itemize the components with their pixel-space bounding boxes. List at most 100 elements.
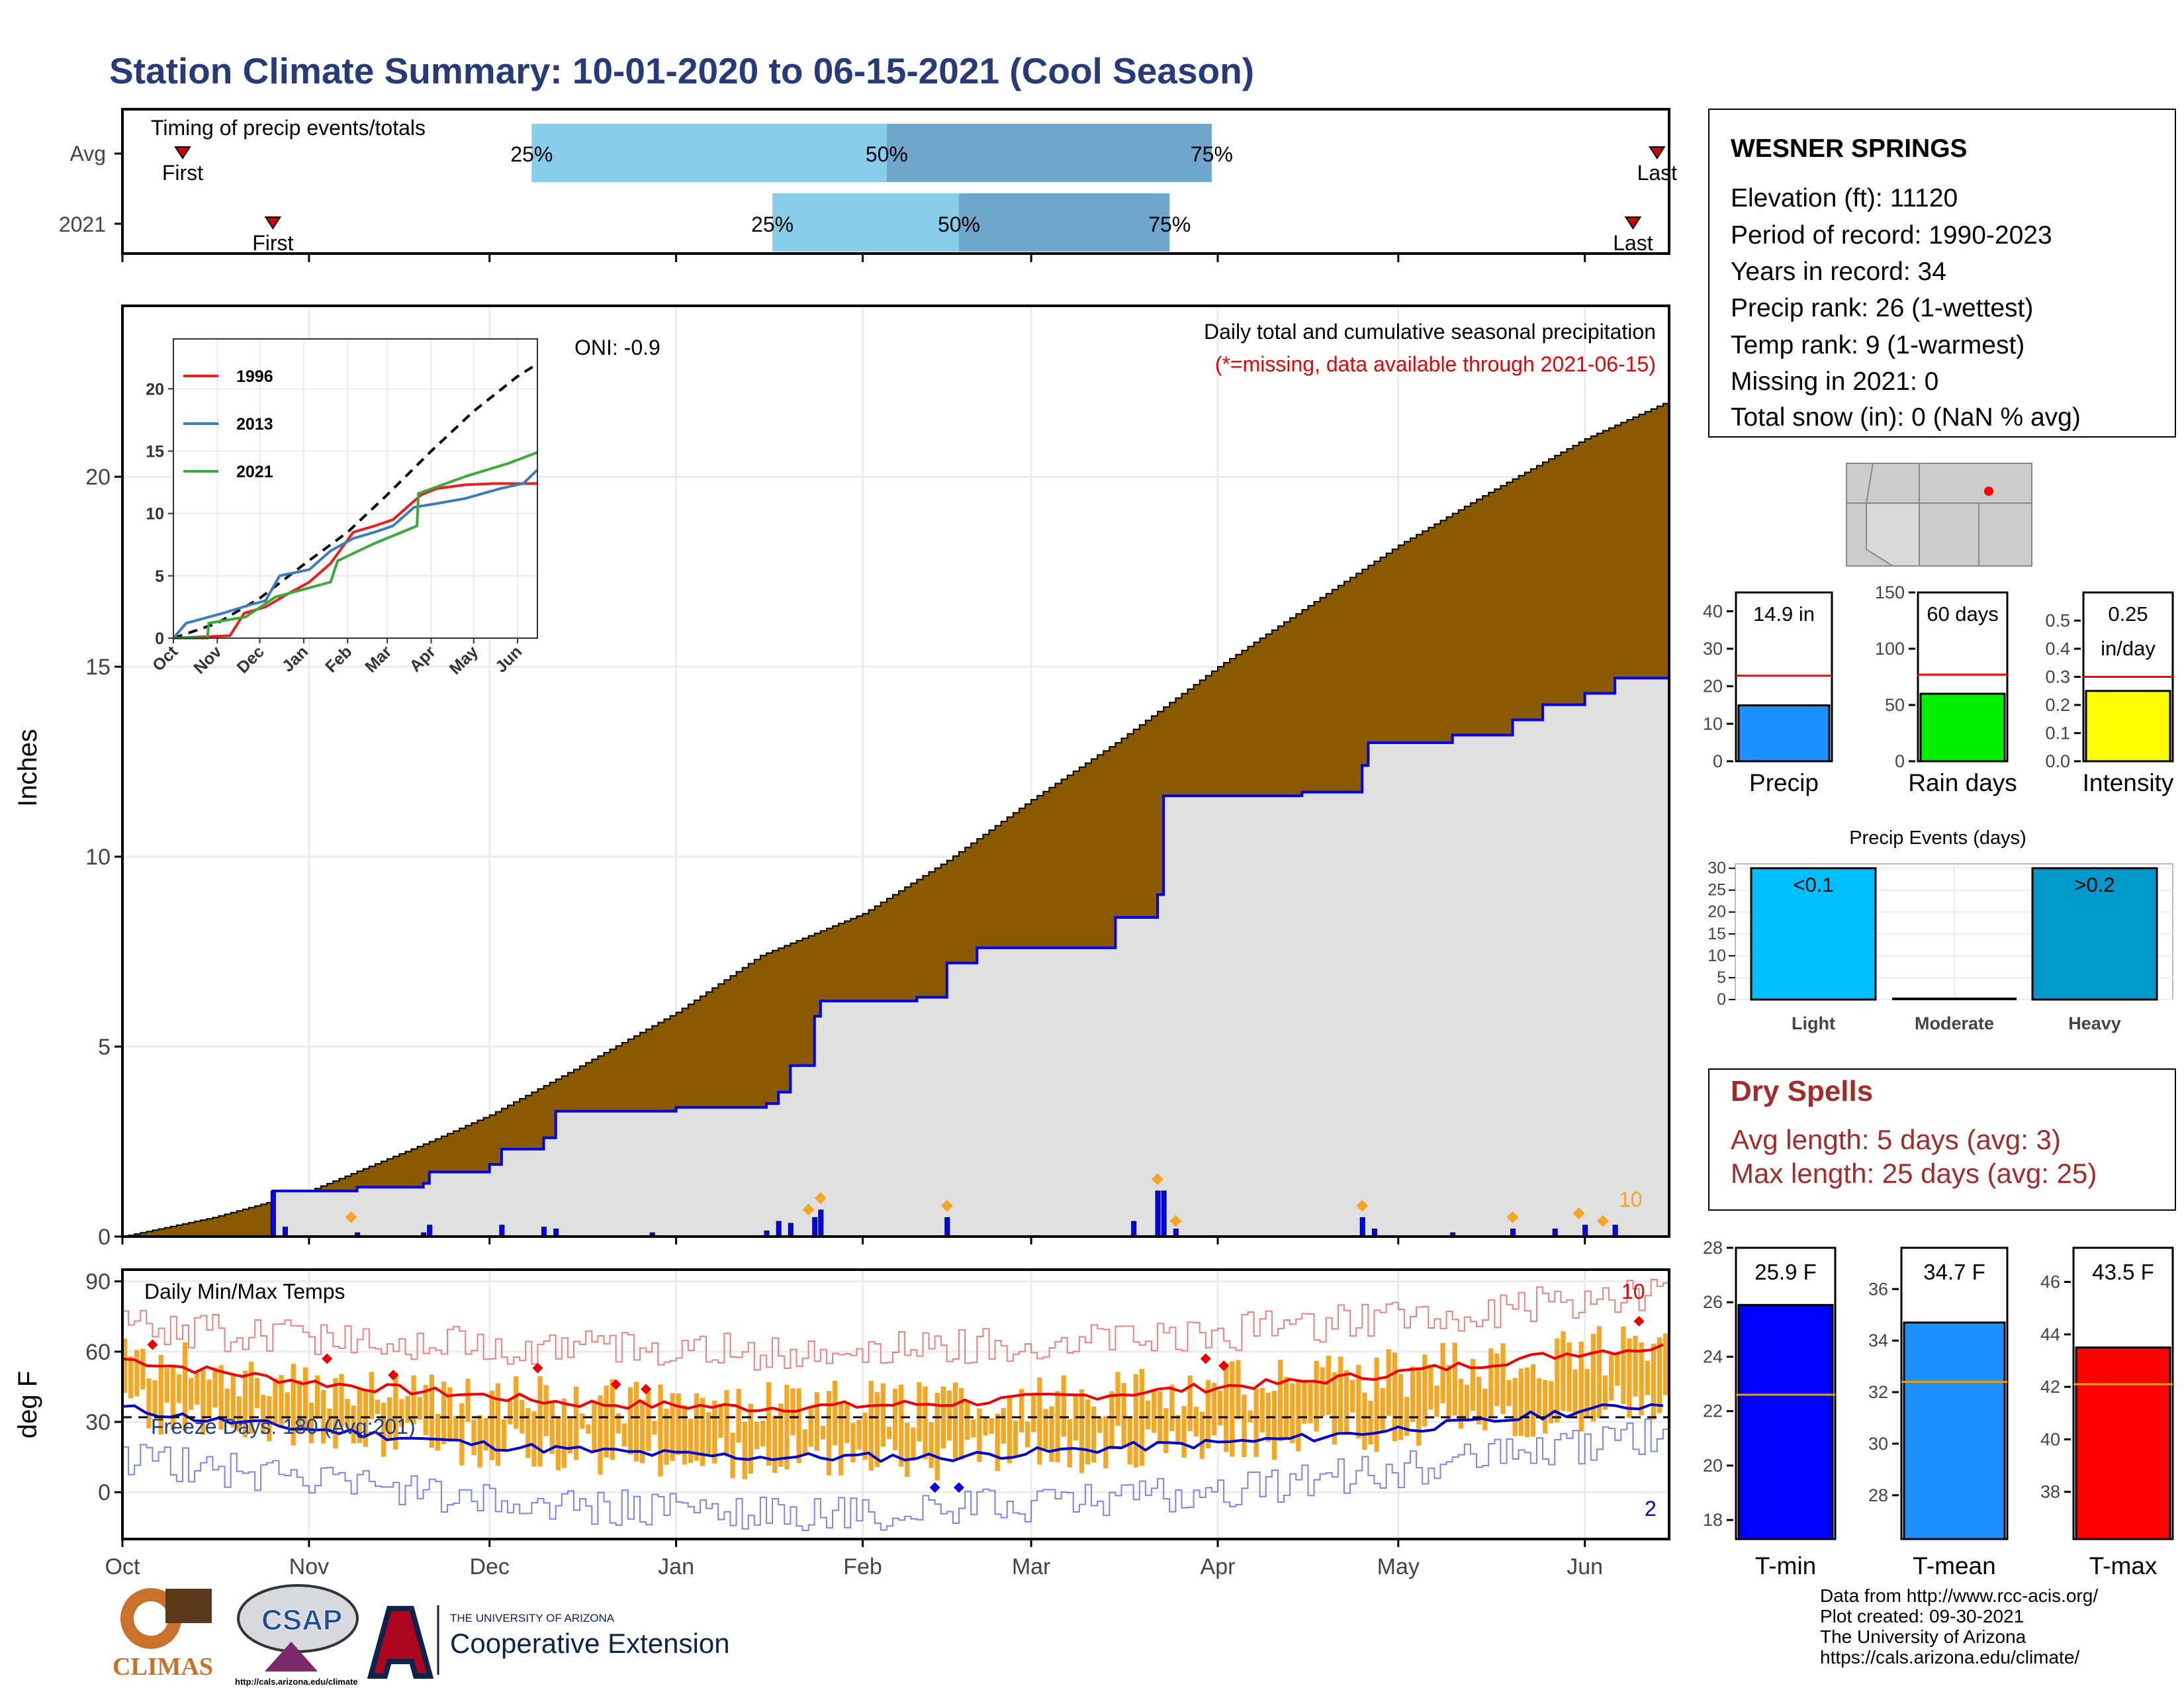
daily-temp-bar xyxy=(1602,1375,1608,1410)
daily-temp-bar xyxy=(621,1423,627,1447)
locator-map xyxy=(1846,463,2032,567)
daily-temp-bar xyxy=(531,1411,537,1467)
daily-temp-bar xyxy=(411,1375,416,1425)
daily-temp-bar xyxy=(1488,1348,1494,1419)
record-high-marker xyxy=(322,1353,333,1364)
daily-temp-bar xyxy=(1494,1353,1500,1407)
daily-temp-bar xyxy=(255,1378,260,1409)
daily-temp-bar xyxy=(1343,1370,1349,1434)
daily-temp-bar xyxy=(1097,1417,1103,1433)
intensity-ytick-label: 0.0 xyxy=(2045,751,2070,771)
daily-temp-bar xyxy=(537,1376,543,1467)
record-high-marker xyxy=(1633,1315,1645,1327)
inset-frame xyxy=(173,338,538,639)
daily-temp-bar xyxy=(1477,1376,1482,1425)
tmean-category-label: T-mean xyxy=(1913,1552,1995,1579)
daily-temp-bar xyxy=(640,1400,645,1464)
inset-legend-label: 2013 xyxy=(236,415,273,434)
daily-temp-bar xyxy=(176,1374,182,1403)
precip-timing-panel: Timing of precip events/totals Avg 2021 … xyxy=(59,108,1677,262)
daily-temp-bar xyxy=(1350,1380,1355,1413)
daily-temp-bar xyxy=(1657,1337,1662,1413)
daily-temp-bar xyxy=(1368,1401,1373,1445)
daily-temp-bar xyxy=(1199,1411,1205,1459)
daily-temp-bar xyxy=(1296,1380,1301,1452)
temps-corner-top: 10 xyxy=(1621,1280,1645,1303)
season_precip-category-label: Precip xyxy=(1749,769,1819,796)
station-snow: Total snow (in): 0 (NaN % avg) xyxy=(1731,403,2081,432)
daily-temp-bar xyxy=(489,1390,494,1460)
daily-temp-bar xyxy=(874,1391,880,1468)
dry-spells-box: Dry Spells Avg length: 5 days (avg: 3) M… xyxy=(1708,1068,2176,1211)
season_precip-ytick-label: 40 xyxy=(1703,601,1723,621)
daily-temp-bar xyxy=(923,1386,928,1460)
rain_days-ytick-label: 50 xyxy=(1885,695,1905,715)
daily-precip-bar xyxy=(776,1221,782,1237)
daily-temp-bar xyxy=(1555,1338,1560,1423)
season_precip-bar xyxy=(1737,704,1831,763)
daily-temp-bar xyxy=(1169,1384,1175,1431)
daily-temp-bar xyxy=(1193,1406,1199,1437)
daily-temp-bar xyxy=(429,1374,435,1448)
daily-temp-bar xyxy=(1410,1366,1416,1422)
daily-temp-bar xyxy=(627,1387,633,1455)
daily-temp-bar xyxy=(1320,1367,1325,1417)
daily-temp-bar xyxy=(1163,1408,1169,1454)
daily-temp-bar xyxy=(856,1420,862,1450)
daily-temp-bar xyxy=(387,1397,392,1438)
daily-temp-bar xyxy=(453,1415,459,1442)
intensity-value-label: 0.25 xyxy=(2108,602,2148,626)
daily-temp-bar xyxy=(633,1382,639,1462)
daily-temp-bar xyxy=(1025,1421,1030,1448)
daily-temp-bar xyxy=(1079,1389,1085,1474)
daily-precip-bar xyxy=(1131,1221,1137,1237)
daily-temp-bar xyxy=(465,1378,471,1422)
timing-first-label: First xyxy=(162,161,203,185)
events-category-label: Moderate xyxy=(1915,1013,1994,1033)
csap-mountain xyxy=(265,1642,318,1671)
daily-temp-bar xyxy=(1031,1395,1036,1432)
daily-temp-bar xyxy=(134,1350,140,1397)
daily-temp-bar xyxy=(615,1413,621,1434)
season_precip-chart: 14.9 in 0 10 20 30 40 Precip xyxy=(1703,591,1833,796)
daily-temp-bar xyxy=(862,1413,868,1460)
current-cumulative-area xyxy=(122,670,1669,1237)
climas-emblem-block xyxy=(165,1589,212,1623)
daily-temp-bar xyxy=(321,1389,326,1444)
credit-university: The University of Arizona xyxy=(1820,1626,2026,1647)
ua-big-text: Cooperative Extension xyxy=(450,1628,730,1659)
daily-temp-bar xyxy=(170,1366,176,1430)
station-info-box: WESNER SPRINGS Elevation (ft): 11120 Per… xyxy=(1708,109,2176,438)
daily-temp-bar xyxy=(1428,1364,1433,1410)
events-title: Precip Events (days) xyxy=(1849,827,2026,849)
cumulative-ytick-label: 0 xyxy=(98,1225,111,1250)
tmin-value-label: 25.9 F xyxy=(1754,1260,1817,1284)
record-max-line xyxy=(122,1278,1669,1371)
daily-temp-bar xyxy=(279,1375,284,1428)
tmax-ytick-label: 38 xyxy=(2040,1482,2060,1502)
tmean-ytick-label: 32 xyxy=(1868,1382,1888,1402)
month-axis: Oct Nov Dec Jan Feb Mar Apr May Jun xyxy=(105,1539,1603,1579)
tmax-ytick-label: 42 xyxy=(2040,1377,2060,1397)
daily-temp-bar xyxy=(833,1380,838,1446)
daily-temp-bar xyxy=(899,1384,904,1467)
daily-temp-bar xyxy=(1187,1376,1193,1431)
daily-temp-bar xyxy=(1175,1415,1181,1445)
ua-logo: THE UNIVERSITY OF ARIZONA Cooperative Ex… xyxy=(367,1605,730,1679)
daily-precip-bar xyxy=(944,1217,950,1237)
events-ytick-label: 5 xyxy=(1717,968,1726,987)
daily-precip-bar xyxy=(1161,1190,1167,1237)
daily-temp-bar xyxy=(345,1399,350,1429)
daily-precip-bar xyxy=(541,1227,547,1237)
daily-temp-bar xyxy=(1500,1343,1506,1415)
events-bar-heavy xyxy=(2031,867,2158,1001)
month-label: Dec xyxy=(469,1554,509,1579)
ua-small-text: THE UNIVERSITY OF ARIZONA xyxy=(450,1612,615,1624)
daily-temp-bar xyxy=(351,1405,356,1444)
tmin-ytick-label: 22 xyxy=(1703,1401,1723,1421)
rain_days-chart: 60 days 0 50 100 150 Rain days xyxy=(1875,583,2017,796)
cumulative-ytick-label: 15 xyxy=(85,655,111,680)
daily-temp-bar xyxy=(742,1421,747,1479)
daily-temp-bar xyxy=(201,1370,206,1435)
